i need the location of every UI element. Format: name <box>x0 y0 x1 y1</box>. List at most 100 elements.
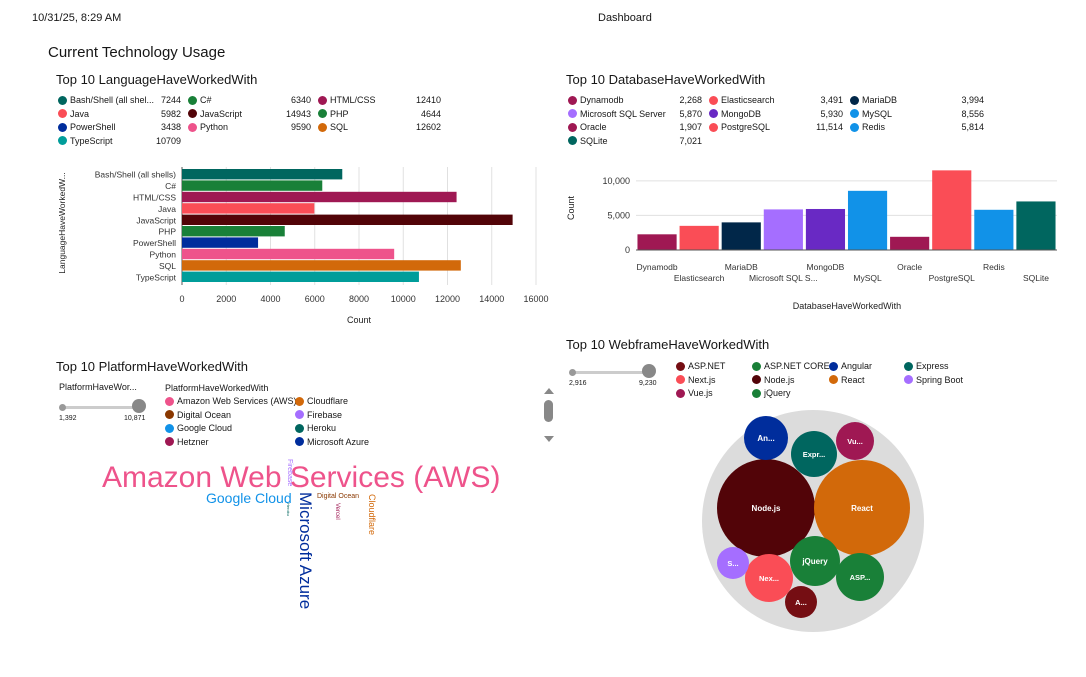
legend-item[interactable]: Express <box>904 361 949 371</box>
legend-swatch <box>188 95 197 105</box>
legend-item[interactable]: React <box>829 375 865 385</box>
legend-item[interactable]: MySQL <box>850 109 892 119</box>
legend-item[interactable]: Next.js <box>676 375 716 385</box>
legend-value: 4644 <box>420 108 441 119</box>
legend-item[interactable]: PostgreSQL <box>709 122 770 132</box>
legend-item[interactable]: Python <box>188 122 228 132</box>
platform-slider-min: 1,392 <box>59 415 77 422</box>
legend-swatch <box>188 122 197 132</box>
slider-min-handle[interactable] <box>569 369 576 376</box>
legend-item[interactable]: SQL <box>318 122 348 132</box>
legend-item[interactable]: Oracle <box>568 122 607 132</box>
legend-item[interactable]: MongoDB <box>709 109 761 119</box>
bubble-label: ASP... <box>850 573 871 582</box>
legend-value: 5,930 <box>820 108 843 119</box>
x-tick-label: 8000 <box>349 294 369 304</box>
report-title: Dashboard <box>598 12 652 24</box>
slider-min-handle[interactable] <box>59 404 66 411</box>
legend-label: React <box>841 374 865 385</box>
legend-scrollbar[interactable] <box>542 388 556 444</box>
x-tick-label: 6000 <box>305 294 325 304</box>
legend-swatch <box>676 361 685 371</box>
legend-label: Heroku <box>307 423 337 433</box>
x-tick-label: 4000 <box>260 294 280 304</box>
platform-chart-title: Top 10 PlatformHaveWorkedWith <box>56 359 248 374</box>
legend-item[interactable]: Amazon Web Services (AWS) <box>165 396 297 406</box>
x-tick-label: 14000 <box>479 294 504 304</box>
language-chart-title: Top 10 LanguageHaveWorkedWith <box>56 72 258 87</box>
legend-item[interactable]: Microsoft Azure <box>295 437 369 447</box>
legend-swatch <box>829 375 838 384</box>
legend-item[interactable]: ASP.NET <box>676 361 725 371</box>
legend-item[interactable]: Digital Ocean <box>165 410 231 420</box>
legend-value: 14943 <box>285 108 311 119</box>
legend-item[interactable]: Microsoft SQL Server <box>568 109 666 119</box>
legend-value: 3438 <box>160 122 181 132</box>
legend-item[interactable]: Node.js <box>752 375 795 385</box>
legend-item[interactable]: jQuery <box>752 388 791 398</box>
legend-item[interactable]: Cloudflare <box>295 396 348 406</box>
legend-value: 12602 <box>415 122 441 132</box>
legend-item[interactable]: Dynamodb <box>568 95 624 105</box>
legend-label: HTML/CSS <box>330 95 376 105</box>
webframe-slider-max: 9,230 <box>639 380 657 387</box>
word-aws: Amazon Web Services (AWS) <box>102 461 501 494</box>
legend-item[interactable]: Redis <box>850 122 885 132</box>
legend-item[interactable]: JavaScript <box>188 109 242 119</box>
legend-item[interactable]: Spring Boot <box>904 375 963 385</box>
legend-item[interactable]: C# <box>188 95 212 105</box>
bar <box>182 271 419 282</box>
platform-range-slider[interactable] <box>59 399 146 413</box>
legend-item[interactable]: PHP <box>318 109 349 119</box>
bubble-label: S... <box>727 559 738 568</box>
section-title: Current Technology Usage <box>48 44 226 61</box>
legend-value: 10709 <box>155 135 181 146</box>
scroll-thumb[interactable] <box>544 400 553 422</box>
legend-value: 1,907 <box>679 122 702 132</box>
slider-max-handle[interactable] <box>132 399 146 413</box>
legend-item[interactable]: Java <box>58 109 89 119</box>
legend-label: jQuery <box>764 388 791 398</box>
scroll-down-icon[interactable] <box>544 436 554 442</box>
legend-item[interactable]: ASP.NET CORE <box>752 361 830 371</box>
legend-item[interactable]: Hetzner <box>165 437 209 447</box>
y-tick-label: C# <box>165 181 176 191</box>
legend-item[interactable]: Firebase <box>295 410 342 420</box>
legend-item[interactable]: Heroku <box>295 423 336 433</box>
legend-item[interactable]: Google Cloud <box>165 423 232 433</box>
legend-label: Next.js <box>688 374 716 385</box>
legend-label: Node.js <box>764 374 795 385</box>
y-tick-label: HTML/CSS <box>133 193 176 203</box>
bubble <box>814 460 910 556</box>
bubble-label: A... <box>795 598 807 607</box>
legend-item[interactable]: TypeScript <box>58 136 113 146</box>
legend-item[interactable]: Elasticsearch <box>709 95 775 105</box>
legend-value: 5982 <box>160 108 181 119</box>
legend-label: Oracle <box>580 122 607 132</box>
legend-swatch <box>295 396 304 406</box>
legend-item[interactable]: MariaDB <box>850 95 897 105</box>
legend-item[interactable]: Bash/Shell (all shel... <box>58 95 154 105</box>
bar <box>182 260 461 271</box>
slider-max-handle[interactable] <box>642 364 656 378</box>
webframe-range-slider[interactable] <box>569 364 656 378</box>
legend-item[interactable]: SQLite <box>568 136 608 146</box>
legend-label: Java <box>70 108 90 119</box>
x-tick-label: 10000 <box>391 294 416 304</box>
scroll-up-icon[interactable] <box>544 388 554 394</box>
x-tick-label: 16000 <box>523 294 548 304</box>
legend-label: Vue.js <box>688 388 713 398</box>
legend-item[interactable]: HTML/CSS <box>318 95 376 105</box>
bar <box>637 234 677 250</box>
legend-item[interactable]: Vue.js <box>676 388 713 398</box>
x-tick-label: MariaDB <box>725 262 758 272</box>
legend-swatch <box>568 109 577 118</box>
legend-label: Redis <box>862 122 886 132</box>
legend-item[interactable]: PowerShell <box>58 122 116 132</box>
word-cloudflare: Cloudflare <box>367 494 377 536</box>
bubble <box>717 459 815 557</box>
legend-item[interactable]: Angular <box>829 361 872 371</box>
word-digital-ocean: Digital Ocean <box>317 493 360 500</box>
legend-value: 7244 <box>160 95 181 105</box>
x-tick-label: 12000 <box>435 294 460 304</box>
